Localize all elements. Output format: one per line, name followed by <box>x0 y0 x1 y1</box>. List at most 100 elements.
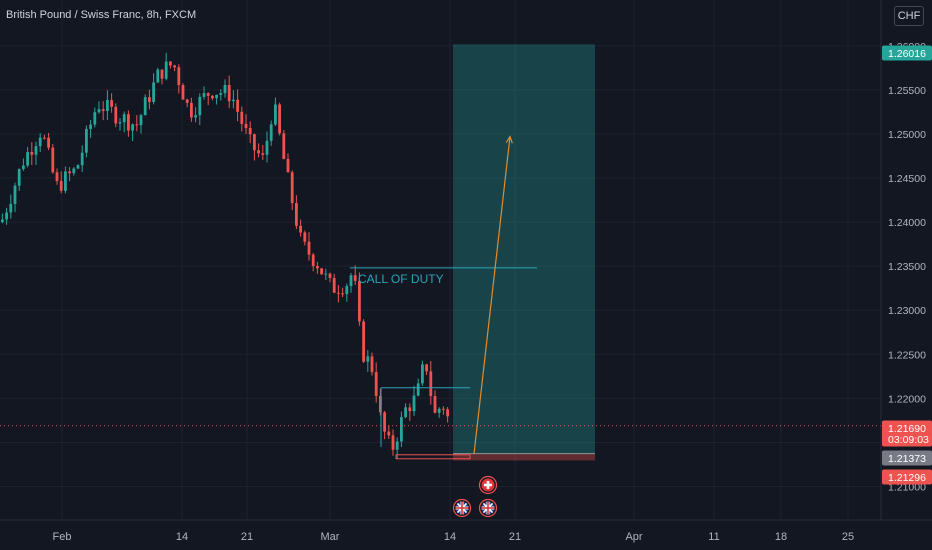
candle-body <box>190 102 193 118</box>
candle-body <box>127 114 130 131</box>
candle-body <box>400 417 403 442</box>
candle-body <box>311 254 315 267</box>
candle-body <box>303 232 307 242</box>
candle-body <box>64 171 67 191</box>
candle-body <box>139 115 143 126</box>
uk-flag-red-v <box>487 501 489 515</box>
candle-body <box>30 152 34 155</box>
candle-body <box>337 292 340 294</box>
candle-body <box>51 147 55 173</box>
candle-body <box>412 395 416 412</box>
candle-body <box>156 69 160 83</box>
price-label-entry <box>882 450 932 466</box>
candle-body <box>290 172 294 204</box>
candle-body <box>341 293 344 295</box>
candle-body <box>316 266 319 269</box>
candle-body <box>26 152 29 166</box>
candle-body <box>366 356 370 362</box>
candle-body <box>253 134 256 151</box>
candle-body <box>106 100 109 112</box>
price-label-countdown: 03:09:03 <box>888 434 929 446</box>
candle-body <box>345 286 349 295</box>
candle-body <box>185 99 189 103</box>
candle-body <box>5 212 8 220</box>
candle-body <box>265 140 269 155</box>
price-tick-label: 1.24000 <box>888 217 926 229</box>
symbol-title: British Pound / Swiss Franc, 8h, FXCM <box>6 9 197 21</box>
profit-zone <box>453 44 595 454</box>
candle-body <box>13 185 17 204</box>
candle-body <box>278 104 281 134</box>
candle-body <box>391 435 395 450</box>
candle-body <box>425 364 428 372</box>
candle-body <box>240 111 244 124</box>
candle-body <box>332 277 336 293</box>
candle-body <box>404 407 407 418</box>
candle-body <box>421 364 424 384</box>
annotation-call-of-duty: CALL OF DUTY <box>358 272 444 286</box>
candle-body <box>362 321 365 362</box>
price-label-stop <box>882 469 932 485</box>
candle-body <box>282 133 286 159</box>
candle-body <box>269 124 273 141</box>
time-tick-label: 25 <box>842 531 854 543</box>
candle-body <box>152 82 155 102</box>
candle-body <box>395 441 399 450</box>
candle-body <box>206 93 210 96</box>
candle-body <box>22 165 25 170</box>
candle-body <box>437 408 441 413</box>
price-tick-label: 1.25000 <box>888 129 926 141</box>
candle-body <box>408 407 412 412</box>
candle-body <box>433 396 437 413</box>
position-zones <box>453 44 595 461</box>
chart-grid <box>0 0 881 520</box>
candle-body <box>114 106 118 124</box>
candle-body <box>59 181 63 191</box>
candle-body <box>328 273 332 278</box>
price-tick-label: 1.22500 <box>888 349 926 361</box>
candle-body <box>299 225 302 233</box>
time-tick-label: Mar <box>321 531 340 543</box>
candle-body <box>286 158 290 173</box>
candle-body <box>248 128 252 135</box>
candle-body <box>353 275 357 281</box>
candle-body <box>97 109 101 113</box>
loss-zone <box>453 453 595 461</box>
candle-body <box>17 169 21 186</box>
price-tick-label: 1.24500 <box>888 173 926 185</box>
candle-body <box>387 431 391 436</box>
candle-body <box>169 61 172 66</box>
time-tick-label: 21 <box>509 531 521 543</box>
candle-body <box>118 122 122 124</box>
candle-body <box>219 93 223 95</box>
candle-body <box>131 124 134 131</box>
candle-body <box>68 171 71 174</box>
price-tick-label: 1.21000 <box>888 482 926 494</box>
candle-body <box>320 268 323 275</box>
candle-body <box>295 203 298 226</box>
price-tick-label: 1.25500 <box>888 85 926 97</box>
currency-badge[interactable]: CHF <box>894 6 924 26</box>
price-label-value: 1.21296 <box>888 472 926 484</box>
candle-body <box>416 383 420 396</box>
time-tick-label: Apr <box>625 531 642 543</box>
candle-body <box>47 137 50 148</box>
candle-body <box>358 280 361 322</box>
candle-body <box>232 99 235 102</box>
price-label-target <box>882 45 932 61</box>
candle-body <box>148 97 151 102</box>
price-tick-label: 1.22000 <box>888 393 926 405</box>
uk-flag-red-v <box>461 501 463 515</box>
event-icons <box>452 475 498 518</box>
uk-flag-icon <box>478 498 498 518</box>
candle-body <box>85 128 88 153</box>
candle-body <box>349 275 353 287</box>
candle-body <box>202 93 206 97</box>
price-label-value: 1.21690 <box>888 423 926 435</box>
candle-body <box>9 203 13 213</box>
target-arrow-head <box>505 135 513 144</box>
candle-body <box>442 408 445 410</box>
candle-body <box>198 96 202 116</box>
candle-body <box>223 85 227 94</box>
